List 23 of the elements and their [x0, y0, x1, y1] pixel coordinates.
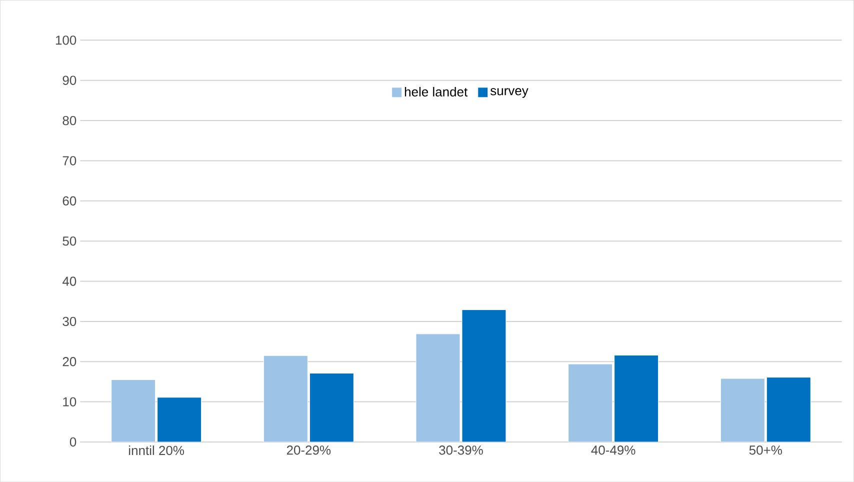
legend-label: survey: [490, 88, 528, 98]
legend-label: hele landet: [404, 86, 468, 96]
x-tick-label: inntil 20%: [129, 445, 184, 455]
bar: [309, 372, 354, 442]
x-tick-label: 20-29%: [286, 445, 331, 455]
y-tick-label: 70: [62, 156, 76, 166]
y-tick-label: 40: [62, 276, 76, 286]
bar: [766, 376, 811, 442]
y-tick-label: 0: [70, 437, 76, 447]
y-tick-label: 50: [62, 236, 76, 246]
y-tick-label: 90: [62, 76, 76, 85]
x-tick-label: 40-49%: [591, 445, 636, 455]
y-tick-label: 30: [62, 316, 76, 326]
y-tick-label: 80: [62, 116, 76, 126]
bar: [462, 309, 506, 442]
x-tick-label: 30-39%: [439, 445, 483, 455]
y-tick-label: 10: [63, 397, 76, 406]
y-tick-label: 20: [62, 356, 76, 366]
x-tick-label: 50+%: [749, 445, 782, 455]
y-tick-label: 100: [56, 35, 76, 45]
bar: [157, 397, 202, 442]
y-tick-label: 60: [62, 196, 76, 206]
bar: [614, 354, 659, 442]
